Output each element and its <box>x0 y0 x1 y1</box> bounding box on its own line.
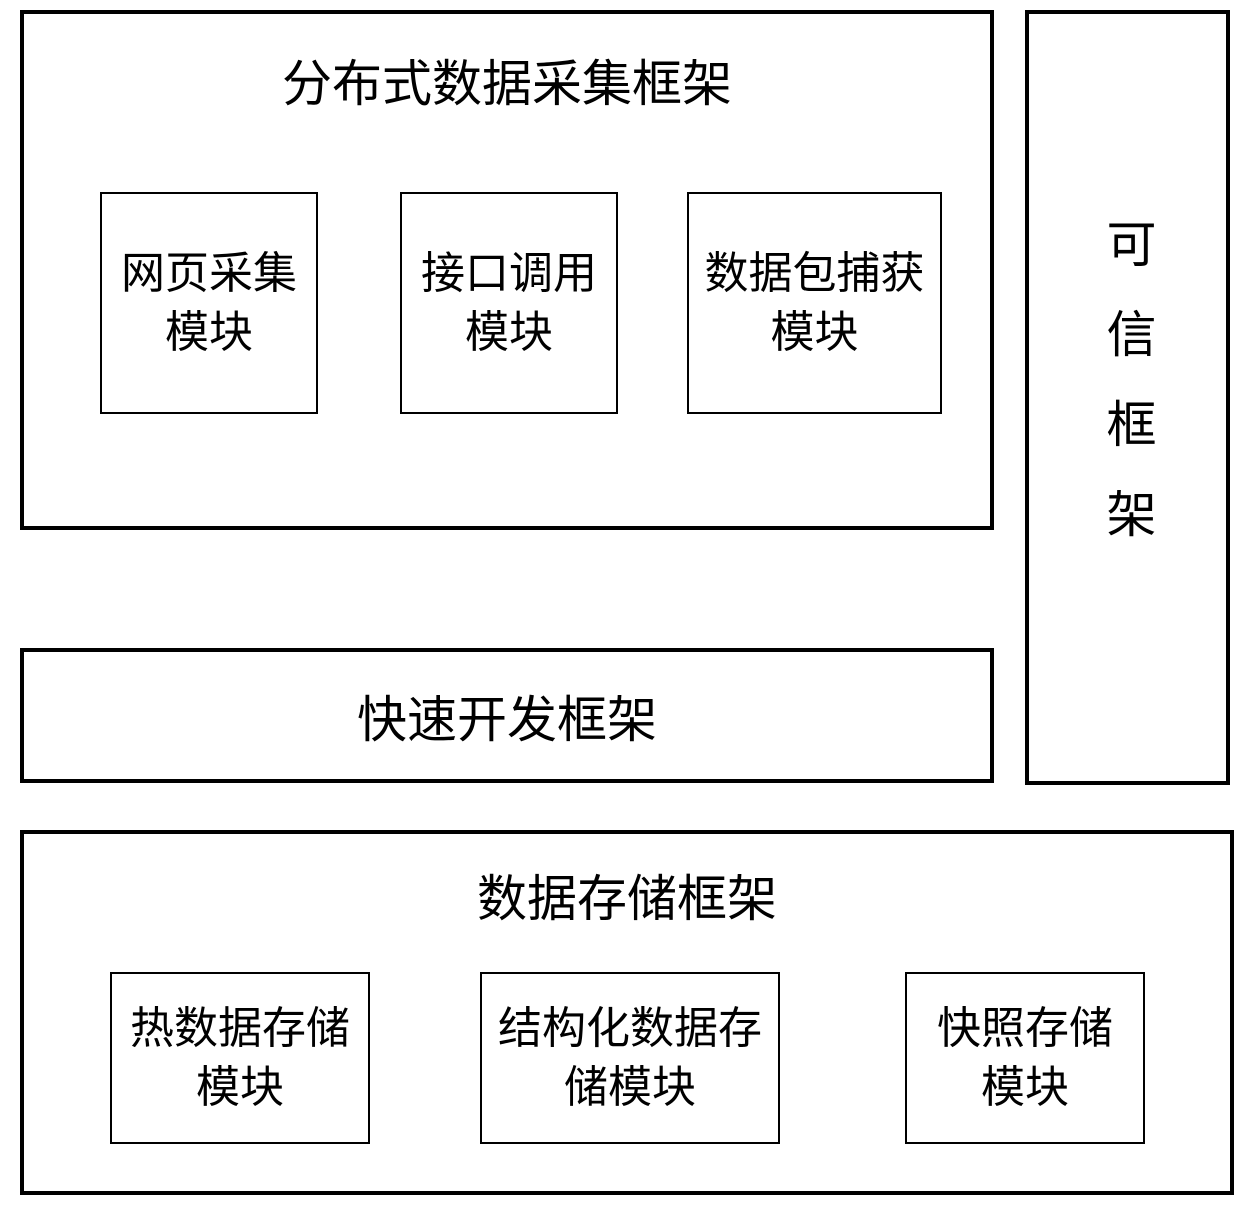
packet-capture-module: 数据包捕获模块 <box>687 192 942 414</box>
web-collection-module: 网页采集模块 <box>100 192 318 414</box>
module-label: 结构化数据存储模块 <box>492 999 768 1118</box>
module-label: 热数据存储模块 <box>122 999 358 1118</box>
hot-data-storage-module: 热数据存储模块 <box>110 972 370 1144</box>
fast-dev-frame-title: 快速开发框架 <box>24 652 990 779</box>
module-label: 网页采集模块 <box>112 244 306 363</box>
interface-call-module: 接口调用模块 <box>400 192 618 414</box>
module-label: 数据包捕获模块 <box>699 244 930 363</box>
fast-dev-frame: 快速开发框架 <box>20 648 994 783</box>
trust-frame-title: 可信框架 <box>1029 14 1226 781</box>
storage-frame-title: 数据存储框架 <box>24 859 1230 931</box>
structured-data-storage-module: 结构化数据存储模块 <box>480 972 780 1144</box>
module-label: 快照存储模块 <box>917 999 1133 1118</box>
module-label: 接口调用模块 <box>412 244 606 363</box>
distributed-frame-title: 分布式数据采集框架 <box>24 44 990 116</box>
trust-frame: 可信框架 <box>1025 10 1230 785</box>
snapshot-storage-module: 快照存储模块 <box>905 972 1145 1144</box>
